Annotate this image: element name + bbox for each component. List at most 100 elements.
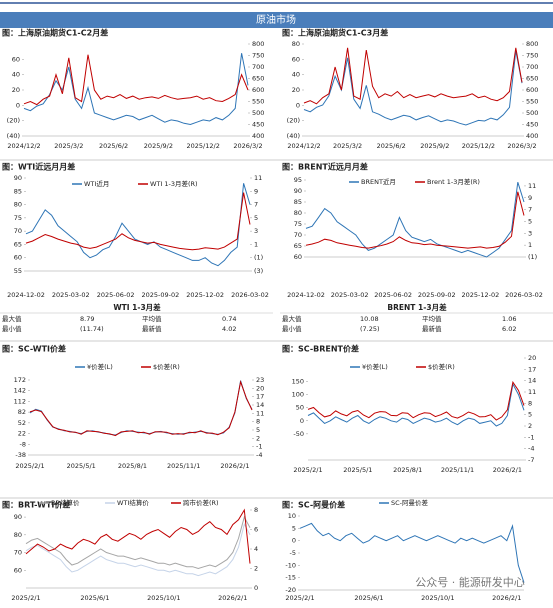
- y-tick-label: 50: [296, 404, 304, 412]
- y2-tick-label: 450: [252, 121, 264, 129]
- y-tick-label: 20: [292, 86, 300, 94]
- y-tick-label: 60: [14, 566, 22, 574]
- y-tick-label: 0: [300, 417, 304, 425]
- x-tick-label: 2026/2/1: [493, 466, 522, 474]
- y2-tick-label: 11: [528, 182, 536, 190]
- y2-tick-label: 650: [526, 75, 538, 83]
- y-tick-label: 112: [14, 397, 26, 405]
- y2-tick-label: -1: [256, 443, 262, 451]
- series-line: [25, 515, 251, 570]
- y-tick-label: 172: [14, 376, 26, 384]
- x-tick-label: 2026-03-02: [505, 291, 543, 299]
- stats-cell: (7.25): [360, 325, 380, 333]
- series-line: [25, 508, 251, 564]
- y-tick-label: 90: [14, 174, 22, 182]
- y2-tick-label: 9: [254, 187, 258, 195]
- x-tick-label: 2025-06-02: [374, 291, 412, 299]
- y-tick-label: 150: [292, 378, 304, 386]
- y2-tick-label: 8: [256, 418, 260, 426]
- y-tick-label: 40: [292, 71, 300, 79]
- header-band: [0, 12, 553, 28]
- y2-tick-label: (3): [254, 267, 263, 275]
- y2-tick-label: 650: [252, 75, 264, 83]
- y-tick-label: 85: [14, 187, 22, 195]
- series-line: [25, 192, 251, 251]
- series-line: [307, 380, 525, 421]
- x-tick-label: 2025/2/1: [15, 462, 44, 470]
- x-tick-label: 2026/3/2: [507, 142, 536, 150]
- y2-tick-label: 11: [254, 174, 262, 182]
- y-tick-label: (40): [287, 132, 300, 140]
- series-line: [23, 53, 249, 126]
- y-tick-label: (20): [7, 117, 20, 125]
- x-tick-label: 2025/10/1: [421, 594, 454, 602]
- legend-label: ¥价差(L): [87, 362, 113, 371]
- legend-label: BRENT近月: [361, 177, 396, 186]
- y-tick-label: 60: [292, 55, 300, 63]
- y-tick-label: 75: [14, 214, 22, 222]
- x-tick-label: 2025/5/1: [343, 466, 372, 474]
- y2-tick-label: 9: [528, 194, 532, 202]
- y2-tick-label: 14: [256, 401, 264, 409]
- y-tick-label: 60: [14, 254, 22, 262]
- x-tick-label: 2026/2/1: [492, 594, 521, 602]
- y2-tick-label: -1: [528, 433, 534, 441]
- x-tick-label: 2025/6/2: [377, 142, 406, 150]
- stats-cell: (11.74): [80, 325, 104, 333]
- y2-tick-label: 1: [528, 241, 532, 249]
- y-tick-label: 52: [18, 419, 26, 427]
- y2-tick-label: 5: [528, 411, 532, 419]
- x-tick-label: 2025-12-02: [186, 291, 224, 299]
- x-tick-label: 2025-03-02: [331, 291, 369, 299]
- y-tick-label: 95: [294, 176, 302, 184]
- y-tick-label: 82: [18, 408, 26, 416]
- y-tick-label: -15: [285, 574, 296, 582]
- x-tick-label: 2025/6/1: [354, 594, 383, 602]
- x-tick-label: 2025/2/1: [11, 594, 40, 602]
- chart-title: 图：上海原油期货C1-C2月差: [2, 28, 108, 38]
- y2-tick-label: 17: [256, 393, 264, 401]
- y-tick-label: 65: [14, 240, 22, 248]
- stats-cell: 最大值: [2, 314, 22, 323]
- chart-title: 图：BRT-WTI价差: [2, 500, 70, 510]
- y-tick-label: 22: [18, 430, 26, 438]
- watermark: 公众号 · 能源研发中心: [415, 575, 525, 589]
- chart-title: 图：BRENT近远月月差: [282, 162, 368, 172]
- stats-cell: 4.02: [222, 325, 236, 333]
- legend-label: $价差(R): [153, 362, 180, 371]
- x-tick-label: 2025-12-02: [462, 291, 500, 299]
- chart-title: 图：SC-BRENT价差: [282, 344, 359, 354]
- y-tick-label: -10: [285, 561, 296, 569]
- y2-tick-label: 7: [528, 206, 532, 214]
- stats-title: WTI 1-3月差: [113, 302, 161, 312]
- y-tick-label: 70: [14, 549, 22, 557]
- stats-title: BRENT 1-3月差: [387, 302, 447, 312]
- y2-tick-label: 800: [252, 40, 264, 48]
- y2-tick-label: 23: [256, 376, 264, 384]
- stats-cell: 平均值: [142, 314, 162, 323]
- y2-tick-label: -4: [528, 445, 534, 453]
- x-tick-label: 2024-12-02: [287, 291, 325, 299]
- legend-label: ¥价差(L): [362, 362, 388, 371]
- y2-tick-label: 700: [526, 63, 538, 71]
- y2-tick-label: 4: [254, 545, 258, 553]
- y2-tick-label: 700: [252, 63, 264, 71]
- y-tick-label: 100: [292, 391, 304, 399]
- y-tick-label: 60: [294, 253, 302, 261]
- legend-label: WTI 1-3月差(R): [150, 179, 198, 188]
- y2-tick-label: 600: [526, 86, 538, 94]
- y-tick-label: 55: [14, 267, 22, 275]
- x-tick-label: 2024-12-02: [7, 291, 45, 299]
- legend-label: WTI近月: [84, 179, 109, 188]
- series-line: [29, 380, 253, 437]
- x-tick-label: 2025-06-02: [97, 291, 135, 299]
- x-tick-label: 2026-03-02: [231, 291, 269, 299]
- x-tick-label: 2025/3/2: [54, 142, 83, 150]
- y-tick-label: 70: [14, 227, 22, 235]
- x-tick-label: 2026/3/2: [233, 142, 262, 150]
- y-tick-label: 90: [294, 187, 302, 195]
- stats-cell: 最小值: [282, 324, 302, 333]
- series-line: [25, 522, 251, 577]
- x-tick-label: 2025-09-02: [418, 291, 456, 299]
- series-line: [303, 47, 523, 105]
